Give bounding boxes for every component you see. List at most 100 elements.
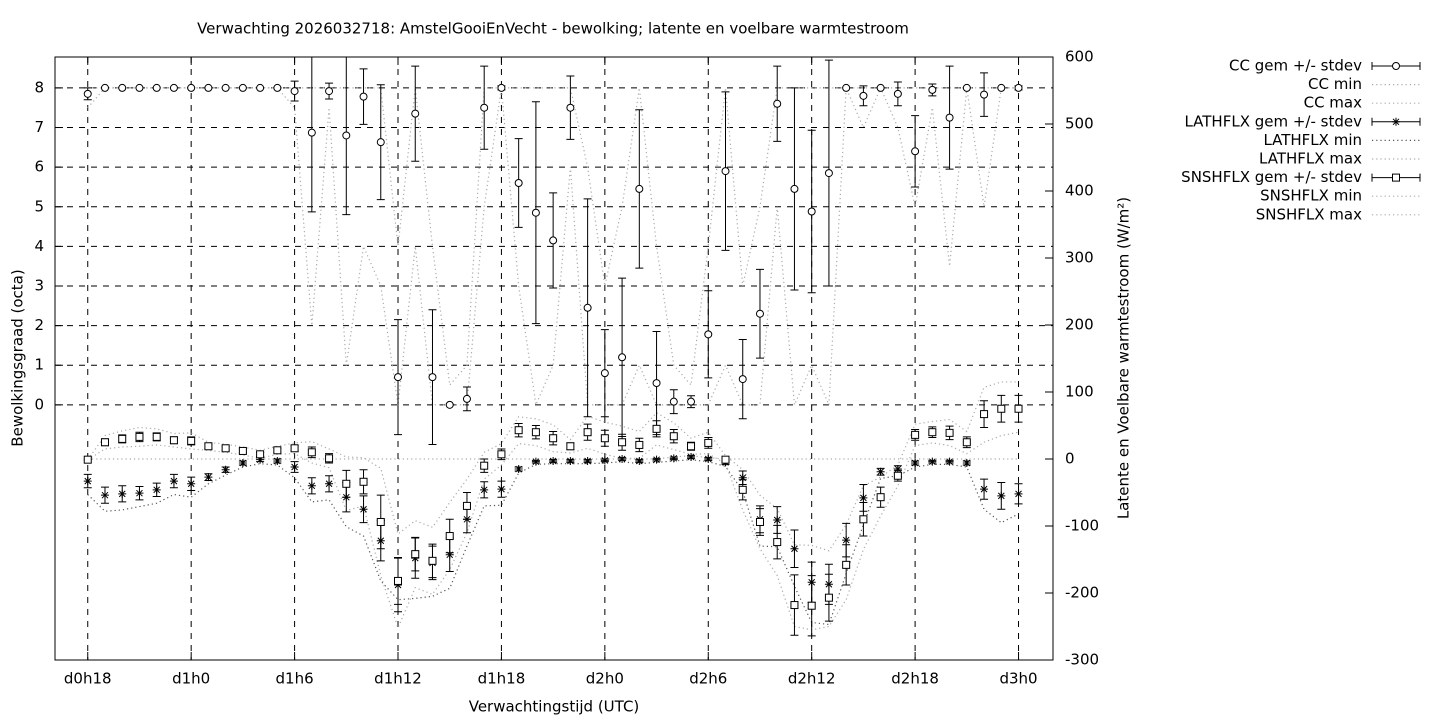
marker <box>342 131 351 140</box>
marker <box>583 303 592 312</box>
marker <box>549 236 558 245</box>
marker <box>773 538 782 547</box>
marker <box>566 442 575 451</box>
marker <box>531 208 540 217</box>
marker <box>893 465 902 474</box>
marker <box>342 479 351 488</box>
marker <box>514 178 523 187</box>
marker <box>773 515 782 524</box>
marker <box>480 103 489 112</box>
x-tick-label: d1h6 <box>276 670 314 688</box>
marker <box>945 428 954 437</box>
marker <box>911 147 920 156</box>
min-max-line <box>87 381 1019 552</box>
marker <box>669 454 678 463</box>
marker <box>687 452 696 461</box>
marker <box>790 544 799 553</box>
marker <box>497 450 506 459</box>
marker <box>980 90 989 99</box>
x-tick-label: d1h0 <box>172 670 210 688</box>
marker <box>1014 489 1023 498</box>
legend-label: LATHFLX min <box>1263 131 1362 149</box>
marker <box>445 400 454 409</box>
marker <box>721 455 730 464</box>
marker <box>1014 404 1023 413</box>
marker <box>83 477 92 486</box>
marker <box>549 434 558 443</box>
marker <box>618 353 627 362</box>
marker <box>773 99 782 108</box>
marker <box>531 457 540 466</box>
marker <box>118 83 127 92</box>
marker <box>687 397 696 406</box>
marker <box>549 457 558 466</box>
marker <box>738 375 747 384</box>
marker <box>652 379 661 388</box>
marker <box>669 432 678 441</box>
marker <box>790 184 799 193</box>
marker <box>83 455 92 464</box>
y2-tick-label: 0 <box>1065 450 1075 468</box>
marker <box>187 83 196 92</box>
marker <box>842 83 851 92</box>
marker <box>497 83 506 92</box>
marker <box>962 459 971 468</box>
plot-area <box>83 57 1023 637</box>
marker <box>394 373 403 382</box>
marker <box>704 455 713 463</box>
y-tick-label: 7 <box>34 118 44 136</box>
x-axis-label: Verwachtingstijd (UTC) <box>469 698 640 716</box>
marker <box>497 485 506 494</box>
marker <box>273 457 282 466</box>
y-tick-label: 8 <box>34 78 44 96</box>
marker <box>687 442 696 451</box>
y2-tick-label: -300 <box>1065 651 1099 669</box>
marker <box>669 397 678 406</box>
marker <box>411 109 420 118</box>
marker <box>566 103 575 112</box>
marker <box>635 184 644 193</box>
marker <box>876 467 885 476</box>
marker <box>652 455 661 464</box>
min-max-line <box>87 459 1019 626</box>
marker <box>962 438 971 447</box>
marker <box>876 83 885 92</box>
marker <box>359 92 368 101</box>
marker <box>135 432 144 441</box>
y2-tick-label: -200 <box>1065 584 1099 602</box>
x-tick-label: d2h6 <box>689 670 727 688</box>
marker <box>600 456 609 465</box>
marker <box>1014 83 1023 92</box>
marker <box>290 87 299 96</box>
marker <box>290 444 299 453</box>
marker <box>204 83 213 92</box>
marker <box>652 424 661 433</box>
marker <box>928 85 937 94</box>
y-tick-label: 5 <box>34 197 44 215</box>
y2-tick-label: -100 <box>1065 517 1099 535</box>
marker <box>859 493 868 502</box>
marker <box>152 83 161 92</box>
legend-label: SNSHFLX max <box>1256 205 1362 223</box>
y2-tick-label: 400 <box>1065 182 1094 200</box>
marker <box>945 113 954 122</box>
legend-label: LATHFLX gem +/- stdev <box>1184 112 1362 130</box>
legend-label: CC max <box>1304 94 1363 112</box>
x-tick-label: d2h12 <box>788 670 836 688</box>
marker <box>135 489 144 498</box>
marker <box>600 434 609 443</box>
marker <box>945 457 954 466</box>
legend-label: CC min <box>1308 75 1362 93</box>
marker <box>152 485 161 494</box>
marker <box>307 128 316 137</box>
marker <box>962 83 971 92</box>
legend-marker <box>1392 173 1400 182</box>
y2-tick-label: 100 <box>1065 383 1094 401</box>
marker <box>169 83 178 92</box>
x-tick-label: d0h18 <box>64 670 112 688</box>
y-tick-label: 1 <box>34 356 44 374</box>
marker <box>307 481 316 490</box>
marker <box>738 485 747 494</box>
marker <box>859 515 868 524</box>
